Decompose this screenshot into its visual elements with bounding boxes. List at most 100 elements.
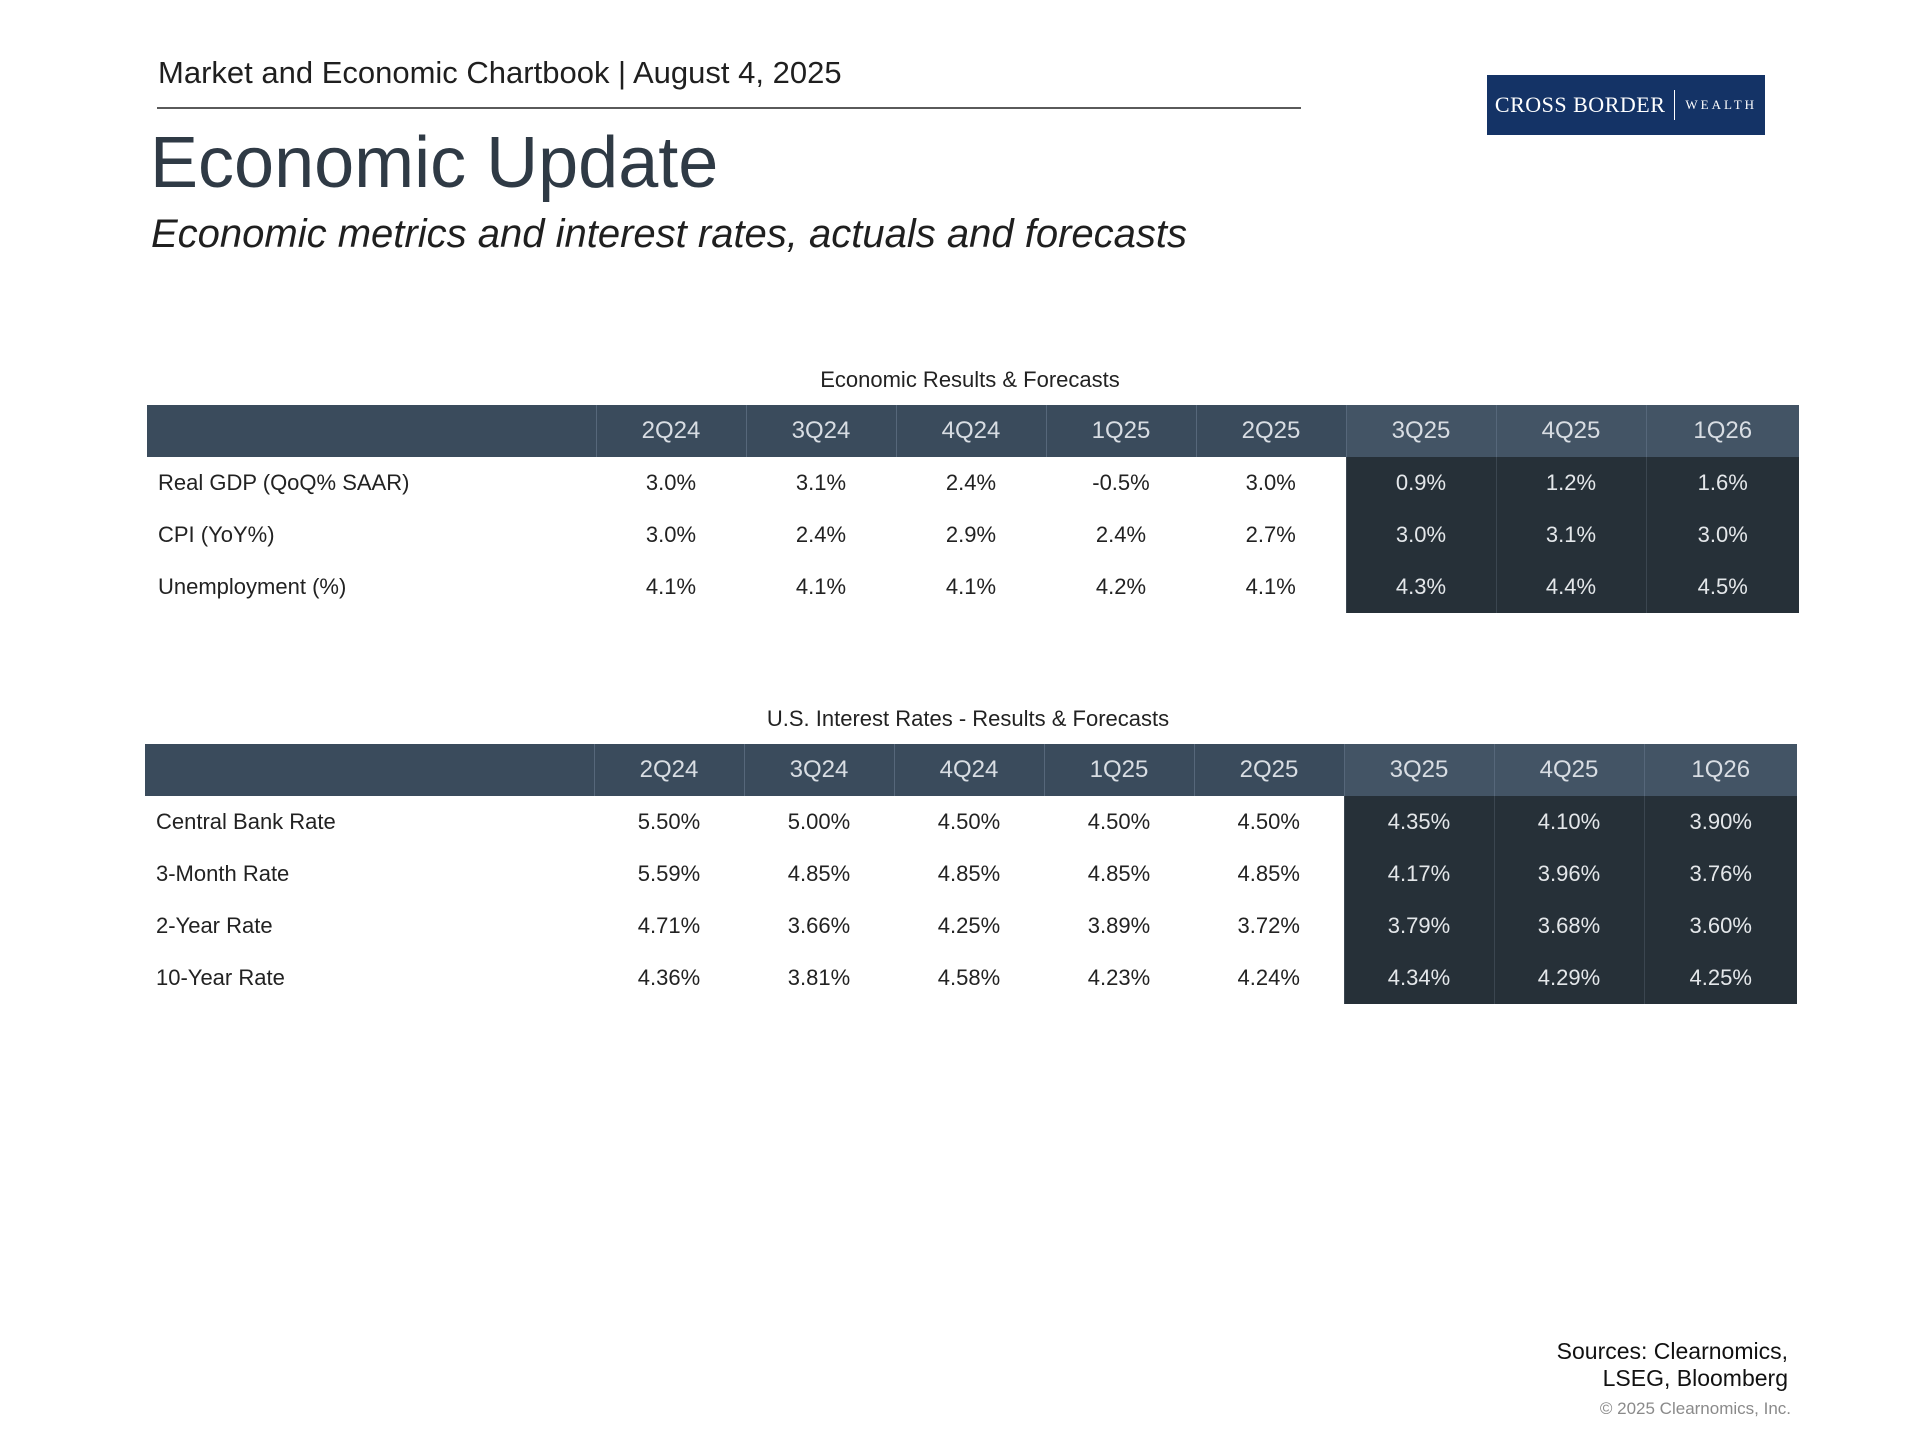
rates-header-row: 2Q24 3Q24 4Q24 1Q25 2Q25 3Q25 4Q25 1Q26 xyxy=(145,744,1797,796)
forecast-cell: 4.35% xyxy=(1343,796,1494,848)
forecast-cell: 4.10% xyxy=(1493,796,1644,848)
forecast-cell: 4.34% xyxy=(1343,952,1494,1004)
table-cell: 2.4% xyxy=(945,470,997,495)
table-cell: 4.1% xyxy=(1245,574,1296,599)
column-header: 1Q25 xyxy=(1045,405,1196,457)
column-header: 3Q24 xyxy=(745,405,896,457)
column-header: 4Q24 xyxy=(895,405,1046,457)
company-logo: CROSS BORDER WEALTH xyxy=(1487,75,1765,135)
table-cell: 4.36% xyxy=(637,965,701,990)
forecast-column-header: 1Q26 xyxy=(1643,744,1797,796)
forecast-cell: 3.90% xyxy=(1643,796,1797,848)
row-label: CPI (YoY%) xyxy=(158,522,275,547)
table-cell: 4.50% xyxy=(1087,809,1151,834)
table-cell: 4.71% xyxy=(637,913,701,938)
forecast-cell: 3.60% xyxy=(1643,900,1797,952)
column-header: 2Q24 xyxy=(593,744,744,796)
table-cell: 3.81% xyxy=(787,965,851,990)
table-row: 10-Year Rate 4.36% 3.81% 4.58% 4.23% 4.2… xyxy=(145,952,1797,1004)
forecast-column-header: 4Q25 xyxy=(1493,744,1644,796)
row-label: 10-Year Rate xyxy=(156,965,285,990)
table-cell: 4.23% xyxy=(1087,965,1151,990)
header-divider xyxy=(157,107,1301,109)
table-cell: 2.4% xyxy=(1095,522,1147,547)
forecast-column-header: 3Q25 xyxy=(1345,405,1496,457)
header-blank xyxy=(147,405,596,457)
forecast-cell: 4.25% xyxy=(1643,952,1797,1004)
table-cell: 4.85% xyxy=(787,861,851,886)
table-cell: 3.66% xyxy=(787,913,851,938)
row-label: Unemployment (%) xyxy=(158,574,347,599)
forecast-cell: 3.79% xyxy=(1343,900,1494,952)
copyright-notice: © 2025 Clearnomics, Inc. xyxy=(1599,1399,1791,1418)
forecast-cell: 4.29% xyxy=(1493,952,1644,1004)
table-row: 3-Month Rate 5.59% 4.85% 4.85% 4.85% 4.8… xyxy=(145,848,1797,900)
table-cell: -0.5% xyxy=(1092,470,1150,495)
chartbook-header: Market and Economic Chartbook | August 4… xyxy=(158,55,842,90)
table-cell: 3.72% xyxy=(1237,913,1300,938)
table-row: Real GDP (QoQ% SAAR) 3.0% 3.1% 2.4% -0.5… xyxy=(147,457,1799,509)
table-cell: 3.0% xyxy=(1245,470,1296,495)
logo-brand: CROSS BORDER xyxy=(1494,92,1666,117)
column-header: 2Q25 xyxy=(1195,405,1346,457)
table-row: Unemployment (%) 4.1% 4.1% 4.1% 4.2% 4.1… xyxy=(147,561,1799,613)
table-cell: 4.50% xyxy=(937,809,1001,834)
table-cell: 4.2% xyxy=(1095,574,1147,599)
forecast-cell: 4.4% xyxy=(1495,561,1646,613)
logo-divider xyxy=(1674,90,1676,120)
table-cell: 4.85% xyxy=(1237,861,1300,886)
forecast-column-header: 3Q25 xyxy=(1343,744,1494,796)
table-cell: 4.85% xyxy=(1087,861,1151,886)
economic-table-caption: Economic Results & Forecasts xyxy=(820,367,1120,392)
sources-note: Sources: Clearnomics, LSEG, Bloomberg xyxy=(1557,1338,1788,1392)
forecast-cell: 4.3% xyxy=(1345,561,1496,613)
table-cell: 4.1% xyxy=(795,574,847,599)
column-header: 4Q24 xyxy=(893,744,1044,796)
row-label: 2-Year Rate xyxy=(156,913,273,938)
logo-sub: WEALTH xyxy=(1685,97,1758,112)
forecast-cell: 4.17% xyxy=(1343,848,1494,900)
page-subtitle: Economic metrics and interest rates, act… xyxy=(151,212,1188,256)
table-cell: 3.1% xyxy=(795,470,847,495)
table-row: CPI (YoY%) 3.0% 2.4% 2.9% 2.4% 2.7% 3.0%… xyxy=(147,509,1799,561)
header-blank xyxy=(145,744,594,796)
table-cell: 2.4% xyxy=(795,522,847,547)
economic-table: 2Q24 3Q24 4Q24 1Q25 2Q25 3Q25 4Q25 1Q26 … xyxy=(147,405,1799,613)
rates-table: 2Q24 3Q24 4Q24 1Q25 2Q25 3Q25 4Q25 1Q26 … xyxy=(145,744,1797,1004)
table-cell: 2.7% xyxy=(1245,522,1296,547)
forecast-cell: 3.76% xyxy=(1643,848,1797,900)
forecast-cell: 3.0% xyxy=(1645,509,1799,561)
column-header: 3Q24 xyxy=(743,744,894,796)
forecast-cell: 3.0% xyxy=(1345,509,1496,561)
forecast-column-header: 4Q25 xyxy=(1495,405,1646,457)
table-cell: 5.00% xyxy=(787,809,851,834)
row-label: Central Bank Rate xyxy=(156,809,336,834)
table-row: 2-Year Rate 4.71% 3.66% 4.25% 3.89% 3.72… xyxy=(145,900,1797,952)
table-cell: 3.0% xyxy=(645,522,697,547)
forecast-cell: 3.68% xyxy=(1493,900,1644,952)
forecast-cell: 1.6% xyxy=(1645,457,1799,509)
forecast-cell: 3.96% xyxy=(1493,848,1644,900)
table-cell: 4.58% xyxy=(937,965,1001,990)
table-cell: 3.89% xyxy=(1087,913,1151,938)
table-cell: 3.0% xyxy=(645,470,697,495)
table-cell: 4.25% xyxy=(937,913,1001,938)
table-cell: 5.59% xyxy=(637,861,701,886)
forecast-cell: 4.5% xyxy=(1645,561,1799,613)
sources-line-2: LSEG, Bloomberg xyxy=(1602,1365,1788,1391)
forecast-column-header: 1Q26 xyxy=(1645,405,1799,457)
rates-table-caption: U.S. Interest Rates - Results & Forecast… xyxy=(766,706,1170,731)
forecast-cell: 3.1% xyxy=(1495,509,1646,561)
table-row: Central Bank Rate 5.50% 5.00% 4.50% 4.50… xyxy=(145,796,1797,848)
table-cell: 4.1% xyxy=(945,574,997,599)
page-title: Economic Update xyxy=(150,123,719,203)
forecast-cell: 1.2% xyxy=(1495,457,1646,509)
table-cell: 5.50% xyxy=(637,809,701,834)
table-cell: 2.9% xyxy=(945,522,997,547)
forecast-cell: 0.9% xyxy=(1345,457,1496,509)
column-header: 2Q25 xyxy=(1193,744,1344,796)
column-header: 2Q24 xyxy=(595,405,746,457)
table-cell: 4.24% xyxy=(1237,965,1300,990)
table-cell: 4.1% xyxy=(645,574,697,599)
row-label: 3-Month Rate xyxy=(156,861,290,886)
